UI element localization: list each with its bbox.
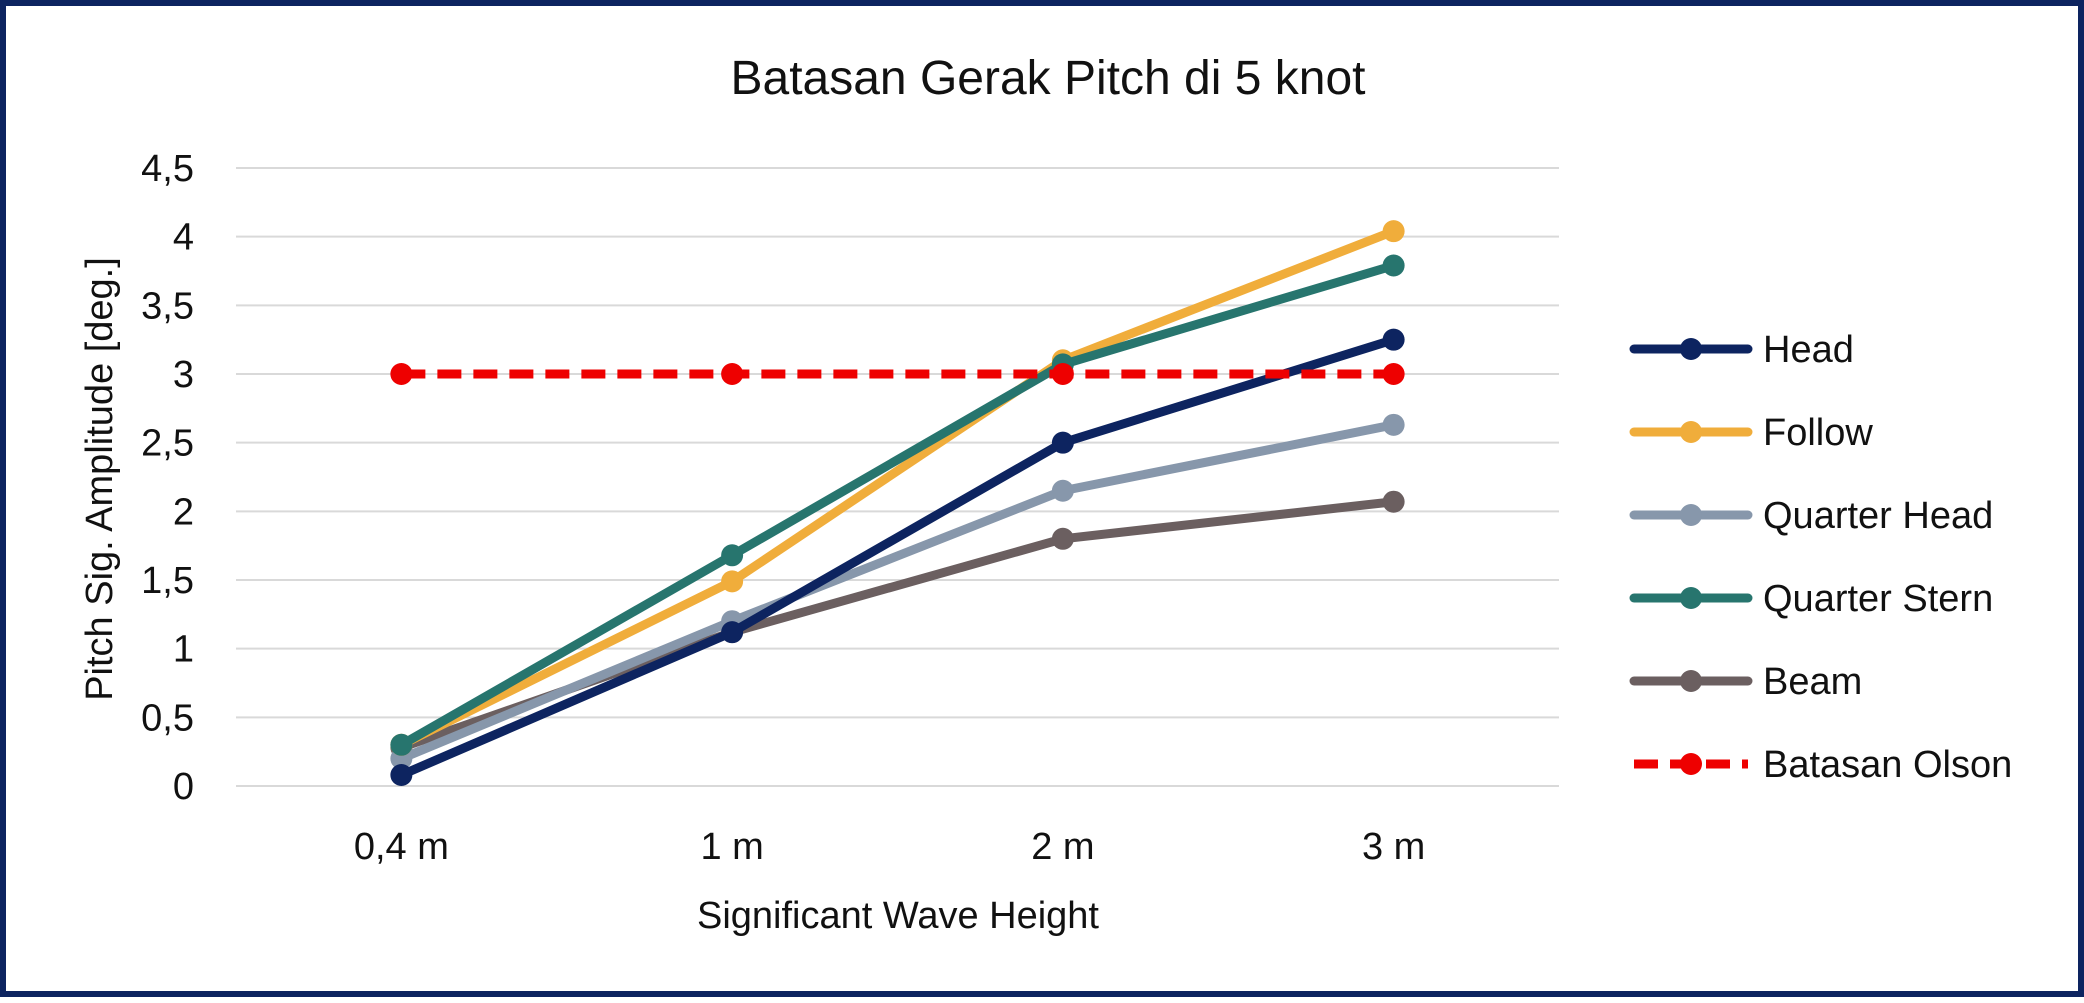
data-point [721, 363, 744, 385]
data-point [1382, 328, 1405, 351]
series-layer [390, 220, 1405, 787]
y-tick-label: 1,5 [141, 560, 194, 602]
legend-marker [1680, 338, 1702, 360]
x-axis-label: Significant Wave Height [697, 895, 1099, 937]
legend-marker [1680, 587, 1702, 609]
data-point [1382, 220, 1405, 243]
legend-label: Beam [1763, 661, 1862, 703]
data-point [1051, 527, 1074, 550]
series-line [396, 335, 1399, 780]
legend-item: Head [1629, 329, 1854, 371]
series-line [396, 261, 1399, 750]
data-point [1382, 363, 1405, 385]
data-point [390, 363, 413, 385]
data-point [721, 621, 744, 644]
x-tick-label: 3 m [1362, 826, 1425, 868]
legend-label: Head [1763, 329, 1854, 371]
series-quarter-stern [390, 254, 1405, 756]
y-tick-label: 0 [173, 766, 194, 808]
data-point [390, 733, 413, 756]
y-axis-ticks: 0 0,5 1 1,5 2 2,5 3 3,5 4 4,5 [141, 148, 194, 808]
data-point [721, 570, 744, 593]
chart-title: Batasan Gerak Pitch di 5 knot [730, 52, 1365, 105]
legend-item: Quarter Head [1629, 495, 1993, 537]
data-point [1382, 254, 1405, 277]
y-tick-label: 3 [173, 354, 194, 396]
series-head [390, 328, 1405, 787]
data-point [721, 544, 744, 567]
legend-marker [1680, 421, 1702, 443]
y-tick-label: 2 [173, 491, 194, 533]
legend-item: Follow [1629, 412, 1873, 454]
y-tick-label: 4,5 [141, 148, 194, 190]
y-tick-label: 4 [173, 217, 194, 259]
legend-label: Follow [1763, 412, 1873, 454]
series-batasan-olson [390, 363, 1405, 385]
gridlines [236, 167, 1559, 787]
legend-item: Quarter Stern [1629, 578, 1993, 620]
legend-marker [1680, 753, 1702, 775]
legend-marker [1680, 504, 1702, 526]
legend-item: Batasan Olson [1634, 744, 2012, 786]
series-line [396, 420, 1399, 764]
data-point [390, 764, 413, 787]
x-axis-ticks: 0,4 m 1 m 2 m 3 m [354, 826, 1425, 868]
legend-item: Beam [1629, 661, 1862, 703]
y-tick-label: 0,5 [141, 697, 194, 739]
y-tick-label: 2,5 [141, 423, 194, 465]
line-chart: Batasan Gerak Pitch di 5 knot 0 0,5 1 1,5 2 2… [79, 52, 2012, 937]
x-tick-label: 0,4 m [354, 826, 449, 868]
y-tick-label: 1 [173, 629, 194, 671]
legend: Head Follow Quarter Head Quarter Stern Beam B… [1629, 329, 2012, 786]
x-tick-label: 2 m [1031, 826, 1094, 868]
y-axis-label: Pitch Sig. Amplitude [deg.] [79, 257, 121, 701]
data-point [1051, 479, 1074, 502]
legend-label: Quarter Stern [1763, 578, 1993, 620]
x-tick-label: 1 m [700, 826, 763, 868]
y-tick-label: 3,5 [141, 285, 194, 327]
series-line [396, 226, 1399, 750]
legend-label: Batasan Olson [1763, 744, 2012, 786]
legend-marker [1680, 670, 1702, 692]
series-follow [390, 220, 1405, 756]
data-point [1382, 490, 1405, 513]
legend-label: Quarter Head [1763, 495, 1993, 537]
data-point [1382, 413, 1405, 436]
data-point [1051, 363, 1074, 385]
data-point [1051, 431, 1074, 454]
